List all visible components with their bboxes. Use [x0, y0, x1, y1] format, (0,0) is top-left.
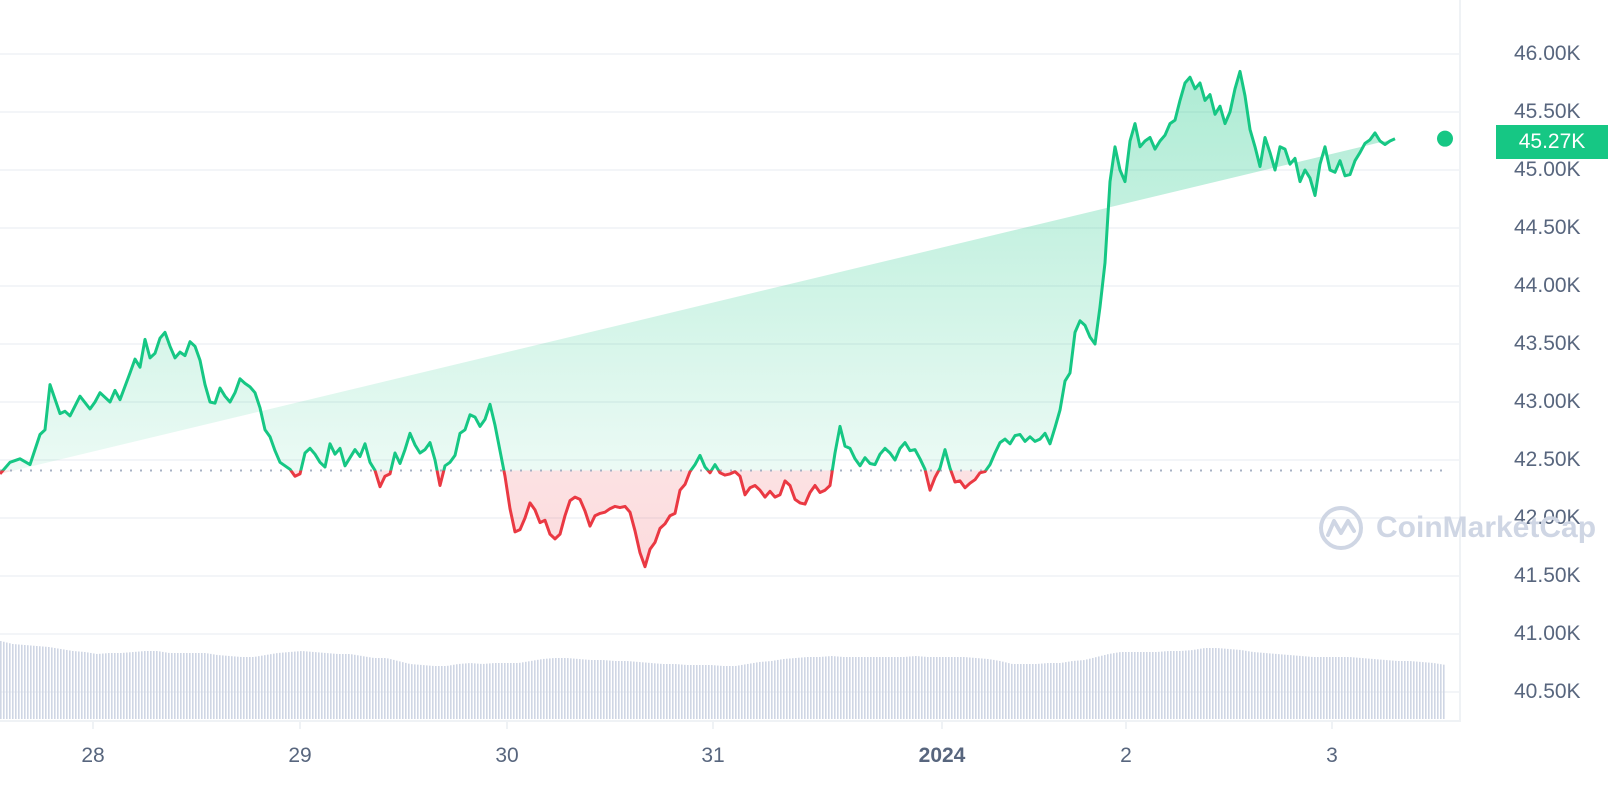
- y-axis-label: 42.50K: [1514, 448, 1581, 471]
- area-fill-up: [2, 71, 1395, 471]
- watermark: CoinMarketCap: [1318, 505, 1596, 551]
- y-axis-label: 45.00K: [1514, 158, 1581, 181]
- x-axis-label: 28: [81, 744, 105, 767]
- x-axis-label: 30: [495, 744, 519, 767]
- x-axis-label: 2: [1120, 744, 1132, 767]
- y-axis-label: 42.00K: [1514, 506, 1581, 529]
- y-axis-label: 44.50K: [1514, 216, 1581, 239]
- y-axis-label: 40.50K: [1514, 680, 1581, 703]
- current-price-badge: 45.27K: [1496, 125, 1608, 159]
- x-axis-label: 2024: [918, 744, 966, 767]
- y-axis-label: 45.50K: [1514, 100, 1581, 123]
- x-axis-label: 31: [701, 744, 725, 767]
- volume-bars: [0, 641, 1445, 719]
- y-axis-label: 46.00K: [1514, 42, 1581, 65]
- y-axis-label: 43.50K: [1514, 332, 1581, 355]
- coinmarketcap-logo-icon: [1319, 506, 1363, 550]
- current-price-dot: [1437, 130, 1453, 147]
- price-line-down[interactable]: [0, 71, 1395, 569]
- y-axis-label: 41.50K: [1514, 564, 1581, 587]
- y-axis-label: 44.00K: [1514, 274, 1581, 297]
- x-axis-label: 3: [1326, 744, 1338, 767]
- y-axis-label: 41.00K: [1514, 622, 1581, 645]
- x-axis-label: 29: [288, 744, 312, 767]
- y-axis-label: 43.00K: [1514, 390, 1581, 413]
- price-line-up[interactable]: [0, 69, 1396, 566]
- x-axis-ticks: [92, 721, 1333, 729]
- watermark-text: CoinMarketCap: [1376, 511, 1597, 544]
